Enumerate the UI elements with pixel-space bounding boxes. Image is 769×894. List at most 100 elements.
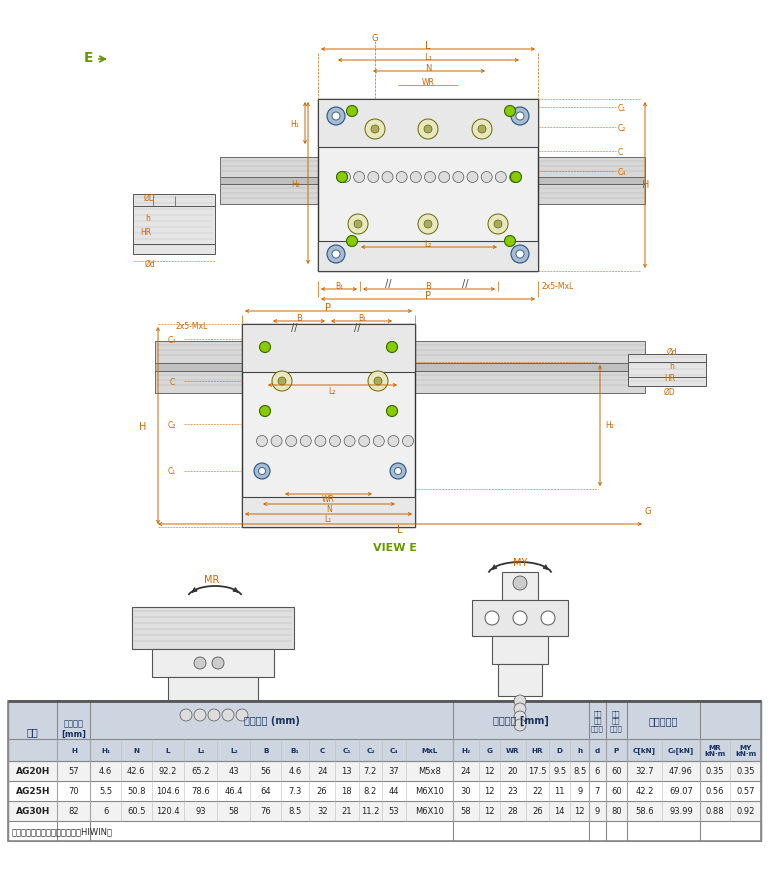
- Text: 43: 43: [228, 767, 239, 776]
- Text: L₁: L₁: [197, 747, 205, 753]
- Circle shape: [513, 577, 527, 590]
- Text: 23: 23: [508, 787, 518, 796]
- Text: HR: HR: [531, 747, 543, 753]
- Bar: [220, 185, 645, 205]
- Text: C[kN]: C[kN]: [633, 746, 656, 754]
- Text: L₂: L₂: [230, 747, 238, 753]
- Text: ØD: ØD: [664, 387, 676, 396]
- Circle shape: [481, 173, 492, 183]
- Text: 42.6: 42.6: [127, 767, 145, 776]
- Text: AG25H: AG25H: [15, 787, 50, 796]
- Circle shape: [513, 611, 527, 625]
- Text: L₂: L₂: [424, 240, 431, 249]
- Circle shape: [254, 463, 270, 479]
- Bar: [220, 178, 645, 185]
- Bar: [318, 241, 538, 272]
- Text: AG20H: AG20H: [15, 767, 50, 776]
- Circle shape: [339, 173, 351, 183]
- Text: B: B: [296, 313, 302, 322]
- Text: 58.6: 58.6: [635, 806, 654, 815]
- Text: //: //: [384, 279, 391, 289]
- Text: ØD: ØD: [144, 193, 156, 202]
- Text: 9: 9: [595, 806, 600, 815]
- Circle shape: [259, 342, 271, 353]
- Text: 8.2: 8.2: [364, 787, 377, 796]
- Text: 24: 24: [461, 767, 471, 776]
- Text: B: B: [263, 747, 268, 753]
- Text: H₂: H₂: [461, 747, 471, 753]
- Text: //: //: [354, 323, 360, 333]
- Bar: [155, 364, 645, 372]
- Circle shape: [387, 342, 398, 353]
- Text: 基本
动额
定负荷: 基本 动额 定负荷: [591, 709, 604, 731]
- Text: 93: 93: [195, 806, 206, 815]
- Text: P: P: [325, 303, 331, 313]
- Bar: [168, 678, 258, 707]
- Text: 93.99: 93.99: [669, 806, 693, 815]
- Text: C: C: [169, 377, 175, 386]
- Text: 11.2: 11.2: [361, 806, 380, 815]
- Text: 30: 30: [461, 787, 471, 796]
- Bar: [318, 100, 538, 272]
- Text: 导轨尺寸 [mm]: 导轨尺寸 [mm]: [493, 715, 549, 725]
- Circle shape: [467, 173, 478, 183]
- Text: 46.4: 46.4: [225, 787, 243, 796]
- Text: 12: 12: [484, 767, 494, 776]
- Text: C₄: C₄: [168, 335, 176, 344]
- Text: 9: 9: [578, 787, 582, 796]
- Circle shape: [402, 436, 414, 447]
- Text: C: C: [618, 148, 623, 156]
- Text: N: N: [424, 63, 431, 72]
- Text: Ød: Ød: [667, 347, 677, 356]
- Circle shape: [257, 436, 268, 447]
- Text: N: N: [326, 505, 332, 514]
- Text: MY
kN·m: MY kN·m: [735, 744, 757, 756]
- Circle shape: [504, 236, 515, 248]
- Text: B₁: B₁: [291, 747, 299, 753]
- Circle shape: [354, 173, 365, 183]
- Text: 80: 80: [611, 806, 621, 815]
- Text: H₁: H₁: [101, 747, 110, 753]
- Bar: [318, 100, 538, 148]
- Text: 32: 32: [317, 806, 328, 815]
- Text: L₁: L₁: [325, 515, 331, 524]
- Circle shape: [278, 377, 286, 385]
- Bar: [242, 325, 415, 527]
- Text: MY: MY: [513, 557, 528, 568]
- Text: 92.2: 92.2: [159, 767, 177, 776]
- Text: B₁: B₁: [358, 313, 366, 322]
- Text: H: H: [642, 180, 649, 190]
- Text: M6X10: M6X10: [414, 787, 444, 796]
- Text: 104.6: 104.6: [156, 787, 180, 796]
- Circle shape: [373, 436, 384, 447]
- Text: C: C: [319, 747, 325, 753]
- Text: 组件尺寸
[mm]: 组件尺寸 [mm]: [62, 719, 86, 738]
- Text: WR: WR: [321, 495, 335, 504]
- Text: MxL: MxL: [421, 747, 438, 753]
- Text: 56: 56: [261, 767, 271, 776]
- Text: P: P: [614, 747, 619, 753]
- Text: 8.5: 8.5: [573, 767, 587, 776]
- Text: E: E: [83, 51, 93, 65]
- Text: C₂: C₂: [366, 747, 375, 753]
- Text: 82: 82: [68, 806, 79, 815]
- Circle shape: [495, 173, 506, 183]
- Text: h: h: [670, 361, 674, 370]
- Bar: [220, 158, 645, 178]
- Text: 70: 70: [68, 787, 79, 796]
- Circle shape: [511, 173, 521, 183]
- Circle shape: [180, 709, 192, 721]
- Bar: [8, 701, 761, 761]
- Circle shape: [271, 436, 282, 447]
- Circle shape: [368, 372, 388, 392]
- Text: 21: 21: [341, 806, 352, 815]
- Text: 2x5-MxL: 2x5-MxL: [542, 282, 574, 291]
- Text: C₂: C₂: [618, 123, 627, 132]
- Circle shape: [332, 113, 340, 121]
- Text: P: P: [425, 291, 431, 300]
- Text: 滑块尺寸 (mm): 滑块尺寸 (mm): [244, 715, 299, 725]
- Circle shape: [354, 221, 362, 229]
- Text: 0.35: 0.35: [737, 767, 755, 776]
- Circle shape: [394, 468, 401, 475]
- Circle shape: [348, 215, 368, 235]
